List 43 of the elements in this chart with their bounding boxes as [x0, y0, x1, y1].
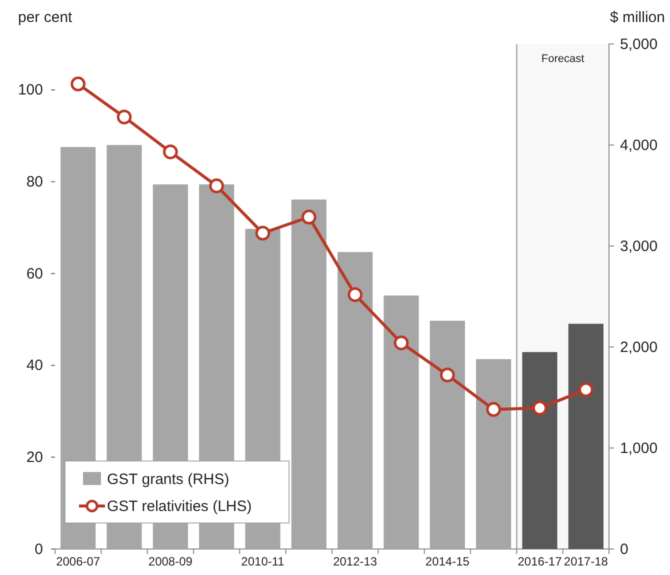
- bar: [384, 295, 419, 549]
- y2-tick-label: 5,000: [620, 36, 658, 53]
- y2-axis-title: $ million: [610, 9, 665, 26]
- point: [209, 178, 224, 194]
- y2-tick-label: 2,000: [620, 338, 658, 356]
- y-tick-label: 40: [26, 357, 43, 374]
- y2-tick-label: 3,000: [620, 238, 658, 255]
- point: [348, 287, 363, 302]
- legend-label: GST grants (RHS): [107, 471, 230, 488]
- bar: [568, 324, 604, 549]
- point: [162, 144, 178, 160]
- x-tick-label: 2014-15: [425, 554, 470, 569]
- y-tick-label: 20: [26, 448, 43, 466]
- point: [394, 335, 409, 350]
- point: [578, 382, 594, 398]
- point: [255, 226, 270, 241]
- point: [301, 210, 316, 224]
- point: [532, 400, 548, 416]
- x-tick-label: 2006-07: [56, 554, 100, 569]
- y-tick-label: 0: [34, 540, 43, 558]
- bar: [522, 352, 558, 549]
- band-label: Forecast: [541, 53, 584, 65]
- bar: [430, 320, 465, 549]
- point: [116, 110, 132, 124]
- x-tick-label: 2016-17: [518, 554, 562, 569]
- y-tick-label: 60: [26, 265, 43, 282]
- y2-tick-label: 1,000: [620, 440, 658, 457]
- y2-tick-label: 0: [620, 540, 628, 558]
- x-tick-label: 2008-09: [148, 554, 193, 569]
- point: [486, 402, 502, 417]
- point: [440, 368, 455, 382]
- y-tick-label: 100: [18, 82, 43, 99]
- bar: [338, 252, 373, 549]
- x-tick-label: 2017-18: [564, 554, 608, 569]
- x-tick-label: 2010-11: [241, 554, 285, 569]
- y2-tick-label: 4,000: [620, 136, 658, 154]
- point: [70, 76, 86, 92]
- legend-label: GST relativities (LHS): [107, 498, 252, 515]
- bar: [476, 359, 512, 549]
- bar: [291, 200, 326, 549]
- x-tick-label: 2012-13: [333, 554, 378, 569]
- y-axis-title: per cent: [18, 9, 74, 26]
- y-tick-label: 80: [26, 174, 43, 191]
